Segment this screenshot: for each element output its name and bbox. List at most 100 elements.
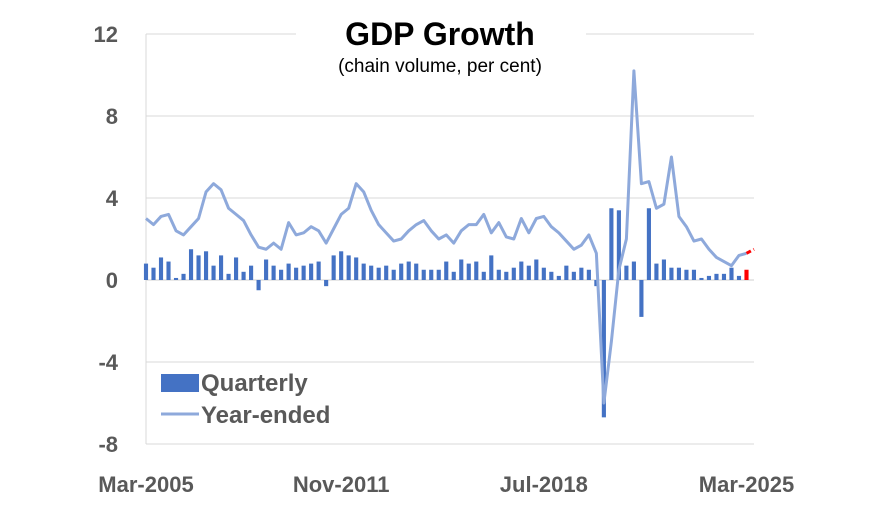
x-tick-label: Nov-2011 (293, 472, 390, 497)
quarterly-bar (744, 269, 749, 280)
quarterly-bar (264, 259, 269, 280)
quarterly-bar (188, 249, 194, 280)
quarterly-bar (609, 208, 614, 280)
quarterly-bar (346, 255, 351, 280)
quarterly-bar (271, 265, 276, 280)
quarterly-bar (684, 269, 689, 280)
line-layer (145, 69, 755, 405)
quarterly-bar (173, 277, 179, 280)
quarterly-bar (384, 265, 389, 280)
quarterly-bar (616, 210, 621, 280)
quarterly-bar (339, 251, 344, 280)
quarterly-bar (429, 269, 434, 280)
quarterly-bar (579, 267, 584, 280)
quarterly-bar (256, 280, 261, 291)
chart-title: GDP Growth (345, 16, 535, 52)
quarterly-bar (196, 255, 201, 280)
quarterly-bar (676, 267, 682, 280)
quarterly-bar (331, 255, 336, 280)
quarterly-bar (151, 267, 156, 280)
quarterly-bar (369, 265, 374, 280)
quarterly-bar (511, 267, 516, 280)
title-backdrop (296, 4, 586, 82)
legend-label-quarterly: Quarterly (201, 370, 308, 397)
y-tick-label: -4 (98, 350, 118, 375)
quarterly-bar (324, 280, 329, 287)
quarterly-bar (466, 263, 471, 280)
quarterly-bar (451, 271, 456, 280)
quarterly-bar (534, 259, 539, 280)
year-ended-forecast-line (745, 247, 755, 255)
quarterly-bar (226, 273, 231, 280)
quarterly-bar (586, 269, 591, 280)
quarterly-bar (279, 269, 284, 280)
quarterly-bar (721, 273, 727, 280)
quarterly-bar (564, 265, 569, 280)
quarterly-bar (481, 271, 486, 280)
legend: Quarterly Year-ended (156, 366, 352, 434)
quarterly-bar (406, 261, 411, 280)
quarterly-bar (414, 263, 419, 280)
quarterly-bar (541, 267, 546, 280)
quarterly-bar (571, 271, 576, 280)
quarterly-bar (526, 265, 531, 280)
quarterly-bar (316, 261, 321, 280)
quarterly-bar (158, 257, 164, 280)
x-tick-label: Mar-2005 (98, 472, 193, 497)
quarterly-bar (309, 263, 314, 280)
y-tick-label: 8 (106, 104, 118, 129)
y-tick-label: 12 (94, 22, 118, 47)
bar-layer (143, 208, 749, 418)
x-tick-label: Jul-2018 (500, 472, 588, 497)
quarterly-bar (399, 263, 404, 280)
quarterly-bar (166, 261, 171, 280)
quarterly-bar (549, 271, 554, 280)
quarterly-bar (249, 265, 254, 280)
quarterly-bar (706, 275, 712, 280)
quarterly-bar (391, 269, 396, 280)
quarterly-bar (631, 261, 636, 280)
quarterly-bar (181, 273, 186, 280)
quarterly-bar (729, 267, 734, 280)
quarterly-bar (474, 261, 479, 280)
quarterly-bar (444, 261, 449, 280)
quarterly-bar (496, 269, 501, 280)
chart-subtitle: (chain volume, per cent) (338, 56, 542, 77)
quarterly-bar (421, 269, 426, 280)
quarterly-bar (504, 271, 509, 280)
quarterly-bar (203, 251, 209, 280)
y-tick-label: -8 (98, 432, 118, 457)
quarterly-bar (218, 255, 224, 280)
quarterly-bar (646, 208, 651, 280)
quarterly-bar (654, 263, 659, 280)
quarterly-bar (661, 259, 666, 280)
quarterly-bar (361, 263, 366, 280)
quarterly-bar (519, 261, 524, 280)
quarterly-bar (234, 257, 239, 280)
quarterly-bar (714, 273, 719, 280)
quarterly-bar (691, 269, 697, 280)
grid-layer (145, 33, 754, 445)
legend-swatch-quarterly (161, 374, 199, 392)
quarterly-bar (376, 267, 381, 280)
quarterly-bar (459, 259, 464, 280)
quarterly-bar (286, 263, 291, 280)
quarterly-bar (601, 280, 606, 418)
legend-label-year-ended: Year-ended (201, 402, 330, 429)
quarterly-bar (736, 275, 742, 280)
quarterly-bar (301, 265, 306, 280)
quarterly-bar (143, 263, 149, 280)
quarterly-bar (211, 265, 216, 280)
x-tick-label: Mar-2025 (699, 472, 794, 497)
quarterly-bar (294, 267, 299, 280)
year-ended-line (145, 69, 747, 405)
quarterly-bar (489, 255, 494, 280)
quarterly-bar (624, 265, 629, 280)
quarterly-bar (436, 269, 441, 280)
quarterly-bar (241, 271, 246, 280)
quarterly-bar (669, 267, 674, 280)
quarterly-bar (699, 277, 704, 280)
axis-layer: 12 8 4 0 -4 -8 Mar-2005 Nov-2011 Jul-2018 Mar-202… (94, 22, 795, 497)
